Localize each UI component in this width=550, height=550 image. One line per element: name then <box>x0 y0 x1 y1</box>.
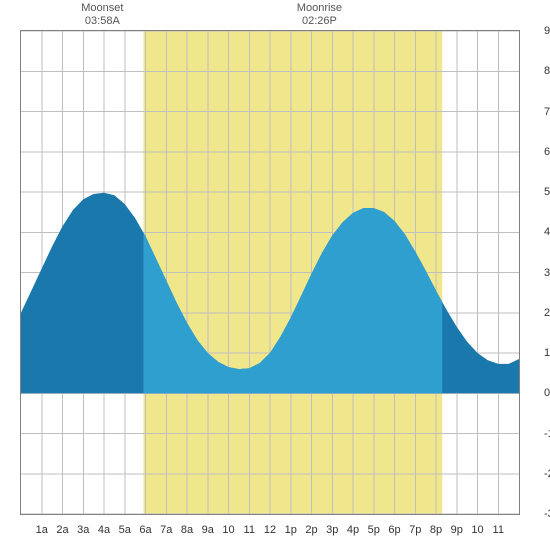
y-tick-label: 6 <box>544 146 550 158</box>
moonset-title: Moonset <box>81 2 123 15</box>
x-tick-label: 2p <box>305 524 317 536</box>
x-tick-label: 2a <box>56 524 68 536</box>
y-tick-label: 0 <box>544 387 550 399</box>
tide-chart: Moonset 03:58A Moonrise 02:26P -3-2-1012… <box>0 0 550 550</box>
x-tick-label: 7p <box>409 524 421 536</box>
x-tick-label: 3a <box>77 524 89 536</box>
x-tick-label: 6a <box>139 524 151 536</box>
x-tick-label: 8p <box>430 524 442 536</box>
x-tick-label: 12 <box>264 524 276 536</box>
y-tick-label: 5 <box>544 186 550 198</box>
x-tick-label: 1p <box>285 524 297 536</box>
moonrise-label: Moonrise 02:26P <box>297 2 342 28</box>
x-tick-label: 5p <box>368 524 380 536</box>
moonrise-title: Moonrise <box>297 2 342 15</box>
x-tick-label: 4p <box>347 524 359 536</box>
plot-area <box>20 30 520 515</box>
x-axis: 1a 2a 3a 4a 5a 6a 7a 8a 9a 10 11 12 1p 2p 3p 4p 5p 6p 7p 8p… <box>20 520 520 540</box>
x-tick-label: 7a <box>160 524 172 536</box>
y-tick-label: 3 <box>544 267 550 279</box>
x-tick-label: 10 <box>222 524 234 536</box>
y-tick-label: 2 <box>544 307 550 319</box>
plot-svg <box>21 31 519 514</box>
x-tick-label: 9a <box>202 524 214 536</box>
x-tick-label: 10 <box>471 524 483 536</box>
moonrise-time: 02:26P <box>297 15 342 28</box>
y-tick-label: -3 <box>544 508 550 520</box>
moonset-time: 03:58A <box>81 15 123 28</box>
x-tick-label: 11 <box>244 524 255 536</box>
x-tick-label: 1a <box>36 524 48 536</box>
x-tick-label: 8a <box>181 524 193 536</box>
y-tick-label: 9 <box>544 25 550 37</box>
y-tick-label: 8 <box>544 65 550 77</box>
y-tick-label: -1 <box>544 428 550 440</box>
y-tick-label: -2 <box>544 468 550 480</box>
moon-labels: Moonset 03:58A Moonrise 02:26P <box>0 2 550 30</box>
y-axis: -3-2-10123456789 <box>526 30 544 515</box>
x-tick-label: 11 <box>493 524 504 536</box>
y-tick-label: 7 <box>544 106 550 118</box>
moonset-label: Moonset 03:58A <box>81 2 123 28</box>
x-tick-label: 6p <box>388 524 400 536</box>
x-tick-label: 9p <box>451 524 463 536</box>
y-tick-label: 1 <box>544 347 550 359</box>
x-tick-label: 4a <box>98 524 110 536</box>
x-tick-label: 3p <box>326 524 338 536</box>
x-tick-label: 5a <box>119 524 131 536</box>
y-tick-label: 4 <box>544 226 550 238</box>
